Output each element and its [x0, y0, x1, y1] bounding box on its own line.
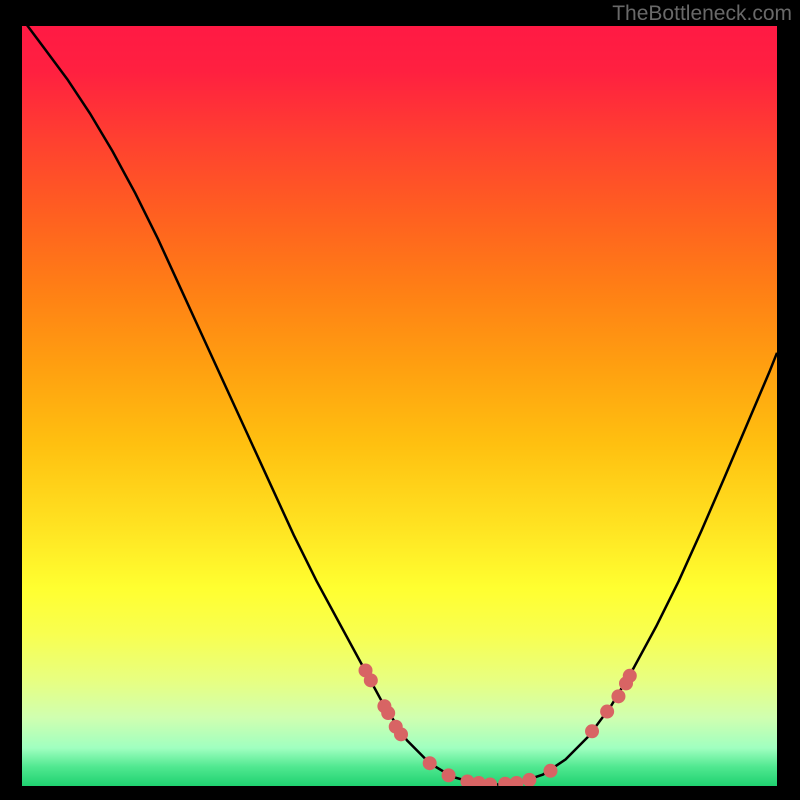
data-marker [585, 724, 599, 738]
data-marker [442, 768, 456, 782]
data-marker [522, 773, 536, 787]
data-marker [611, 689, 625, 703]
data-marker [364, 673, 378, 687]
data-marker [394, 727, 408, 741]
data-marker [510, 776, 524, 790]
watermark-text: TheBottleneck.com [612, 2, 792, 26]
data-marker [423, 756, 437, 770]
data-marker [623, 669, 637, 683]
data-marker [544, 764, 558, 778]
chart-container: TheBottleneck.com [0, 0, 800, 800]
bottleneck-chart [0, 0, 800, 800]
gradient-background [22, 26, 777, 786]
data-marker [483, 777, 497, 791]
data-marker [600, 705, 614, 719]
data-marker [381, 706, 395, 720]
